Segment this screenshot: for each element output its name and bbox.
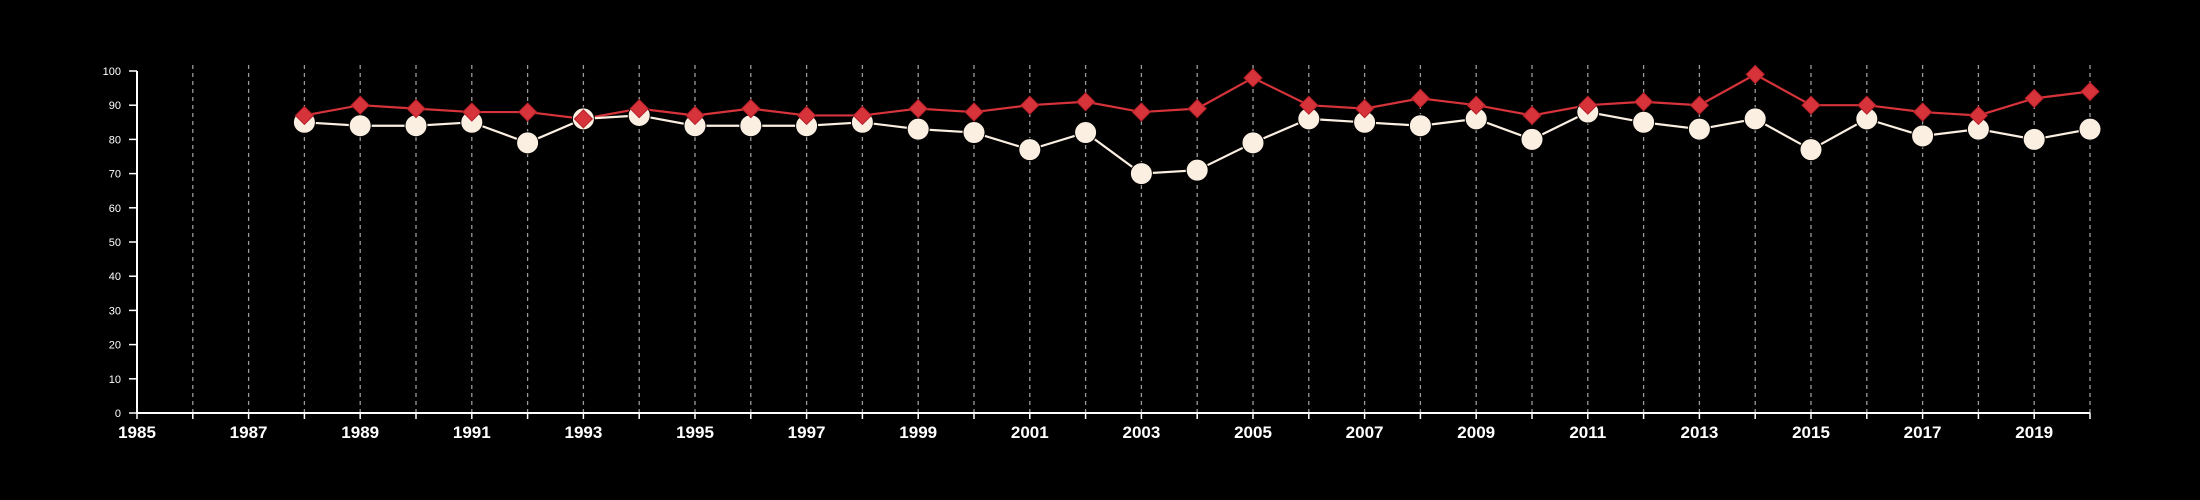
diamond-point-1992 [517, 102, 538, 122]
circle-point-2000 [962, 121, 986, 145]
diamond-point-2007 [1354, 98, 1375, 119]
diamond-point-2005 [1243, 68, 1263, 88]
x-tick-label-2005: 2005 [1234, 423, 1272, 442]
diamond-point-1997 [796, 105, 817, 126]
circle-point-2013 [1687, 117, 1711, 141]
y-tick-label-30: 30 [109, 305, 121, 317]
circle-point-2015 [1799, 138, 1823, 162]
diamond-point-1988 [294, 105, 315, 126]
circle-point-1989 [348, 114, 372, 138]
x-tick-label-2015: 2015 [1792, 423, 1830, 442]
diamond-point-2003 [1131, 102, 1152, 122]
x-tick-label-1999: 1999 [899, 423, 937, 442]
series [292, 64, 2102, 186]
x-tick-label-1985: 1985 [118, 423, 156, 442]
x-tick-label-2009: 2009 [1457, 423, 1495, 442]
diamond-point-2015 [1801, 95, 1821, 115]
y-tick-label-0: 0 [115, 408, 121, 420]
x-tick-label-2011: 2011 [1569, 423, 1606, 442]
diamond-point-2017 [1912, 102, 1933, 122]
x-tick-label-1989: 1989 [341, 423, 379, 442]
y-tick-label-20: 20 [109, 340, 121, 352]
circle-point-2014 [1743, 107, 1767, 131]
y-tick-label-90: 90 [109, 100, 121, 112]
y-tick-label-50: 50 [109, 237, 121, 249]
diamond-point-1991 [462, 102, 482, 122]
diamond-point-1993 [573, 109, 594, 129]
x-tick-label-2017: 2017 [1904, 423, 1942, 442]
diamond-point-2006 [1299, 95, 1319, 115]
circle-point-2008 [1408, 114, 1432, 138]
x-tick-label-1993: 1993 [564, 423, 602, 442]
axes: 0 10 20 30 40 50 60 70 80 90 100 1985 1987 1989 1991 19… [103, 66, 2091, 442]
y-tick-label-10: 10 [109, 374, 121, 386]
diamond-point-2011 [1578, 95, 1598, 115]
circle-point-2020 [2078, 117, 2102, 141]
diamond-point-1998 [852, 105, 873, 126]
diamond-point-2013 [1689, 95, 1710, 115]
diamond-point-2009 [1466, 95, 1486, 115]
circle-point-1992 [516, 131, 540, 155]
x-tick-label-2001: 2001 [1011, 423, 1049, 442]
circle-point-2005 [1241, 131, 1265, 155]
x-tick-label-1991: 1991 [453, 423, 491, 442]
diamond-point-2019 [2024, 88, 2044, 109]
diamond-point-2018 [1968, 105, 1989, 126]
y-tick-label-100: 100 [103, 66, 121, 78]
x-tick-label-2019: 2019 [2015, 423, 2053, 442]
diamond-point-2000 [964, 102, 984, 122]
diamond-point-1994 [629, 98, 649, 119]
circle-point-2002 [1074, 121, 1098, 145]
diamond-point-1990 [406, 98, 426, 119]
x-tick-label-1997: 1997 [788, 423, 826, 442]
y-tick-label-80: 80 [109, 134, 121, 146]
diamond-point-2001 [1020, 95, 1040, 115]
y-tick-label-40: 40 [109, 271, 121, 283]
x-tick-label-1995: 1995 [676, 423, 714, 442]
diamond-point-1989 [350, 95, 370, 115]
diamond-point-2016 [1857, 95, 1877, 115]
circle-point-2019 [2022, 127, 2046, 151]
diamond-point-1996 [741, 98, 761, 119]
diamond-point-1999 [908, 98, 928, 119]
circle-point-2012 [1632, 110, 1656, 134]
diamond-point-2010 [1522, 105, 1542, 126]
diamond-point-1995 [685, 105, 705, 126]
circle-point-2003 [1129, 162, 1153, 186]
circle-point-2010 [1520, 127, 1544, 151]
diamond-point-2012 [1633, 92, 1654, 112]
x-tick-label-2007: 2007 [1346, 423, 1384, 442]
diamond-point-2002 [1075, 92, 1096, 112]
circle-point-2001 [1018, 138, 1042, 162]
circle-point-1999 [906, 117, 930, 141]
x-tick-label-2003: 2003 [1122, 423, 1160, 442]
diamond-point-2008 [1410, 88, 1431, 109]
circle-point-2004 [1185, 158, 1209, 182]
y-tick-label-60: 60 [109, 203, 121, 215]
x-tick-label-1987: 1987 [230, 423, 268, 442]
diamond-point-2014 [1745, 64, 1765, 85]
x-tick-label-2013: 2013 [1680, 423, 1718, 442]
diamond-point-2020 [2080, 81, 2100, 102]
circle-point-2017 [1911, 124, 1935, 148]
y-tick-label-70: 70 [109, 169, 121, 181]
diamond-point-2004 [1187, 98, 1207, 119]
